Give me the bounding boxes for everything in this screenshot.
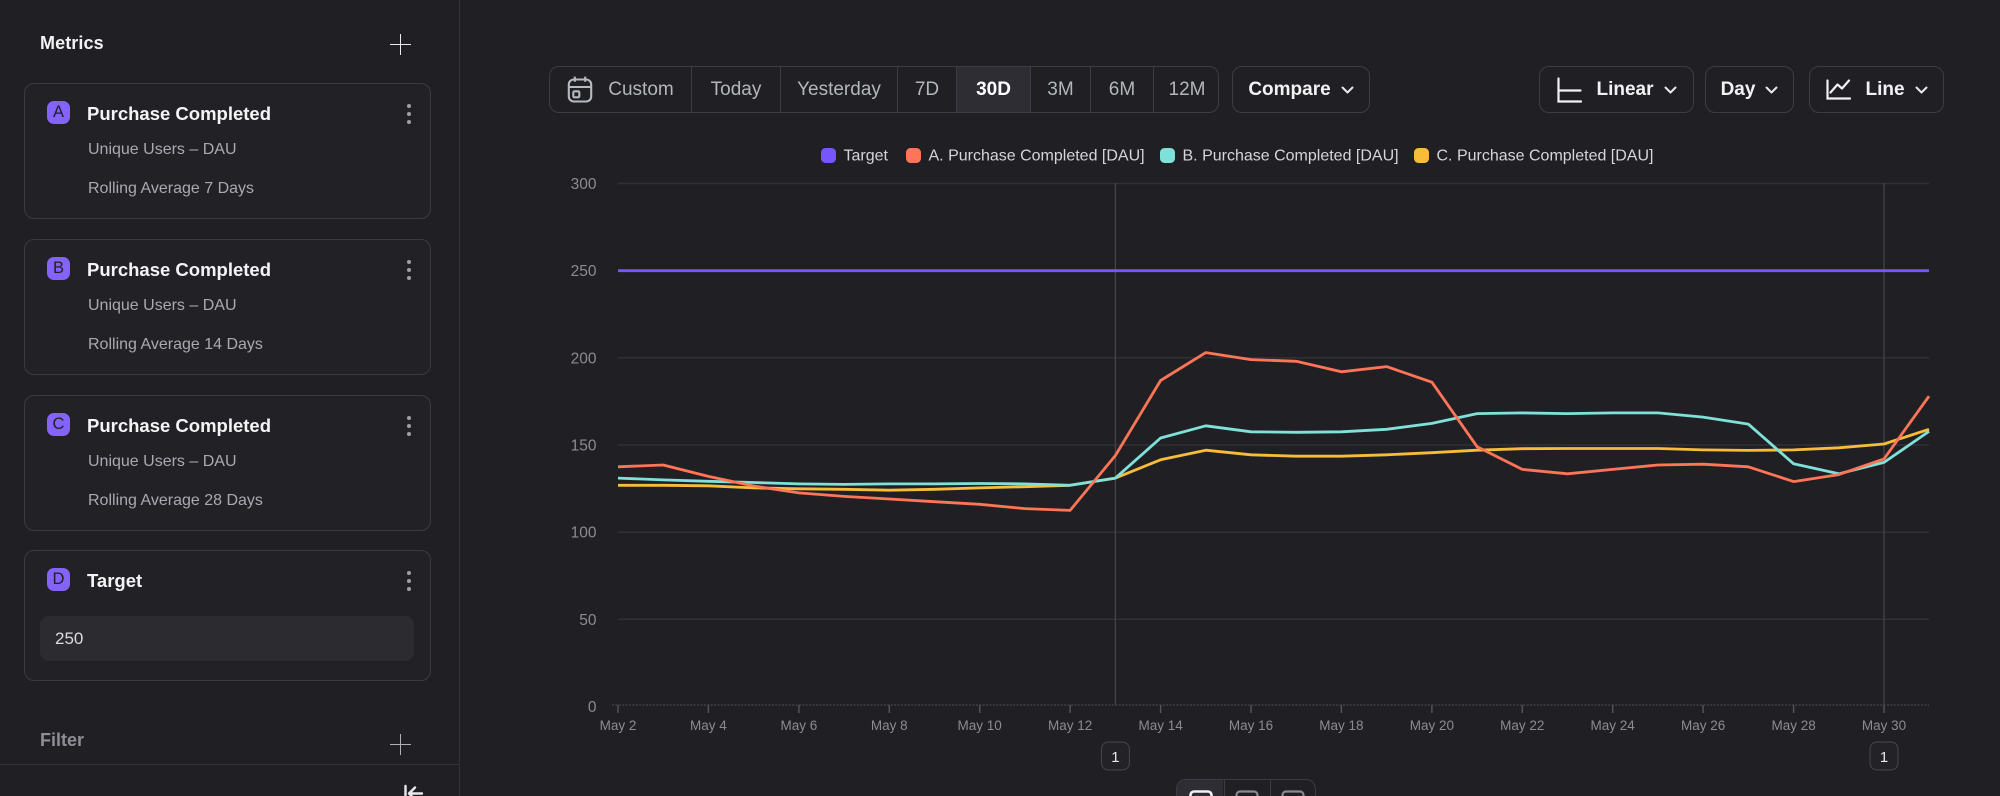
svg-text:May 18: May 18 [1319, 718, 1363, 733]
svg-text:150: 150 [571, 438, 597, 455]
svg-text:May 20: May 20 [1410, 718, 1454, 733]
svg-text:May 16: May 16 [1229, 718, 1273, 733]
svg-text:May 28: May 28 [1771, 718, 1815, 733]
svg-text:May 8: May 8 [871, 718, 908, 733]
svg-text:250: 250 [571, 263, 597, 280]
svg-text:May 24: May 24 [1591, 718, 1636, 733]
svg-text:May 14: May 14 [1138, 718, 1183, 733]
svg-text:May 22: May 22 [1500, 718, 1544, 733]
svg-text:May 4: May 4 [690, 718, 727, 733]
svg-text:0: 0 [588, 699, 597, 716]
svg-text:200: 200 [571, 350, 597, 367]
svg-text:May 6: May 6 [781, 718, 818, 733]
svg-text:May 2: May 2 [600, 718, 637, 733]
svg-text:1: 1 [1880, 749, 1888, 766]
svg-text:May 26: May 26 [1681, 718, 1725, 733]
svg-text:50: 50 [579, 612, 597, 629]
svg-text:100: 100 [571, 525, 597, 542]
svg-text:May 30: May 30 [1862, 718, 1906, 733]
svg-text:300: 300 [571, 176, 597, 193]
svg-text:May 10: May 10 [958, 718, 1002, 733]
svg-text:1: 1 [1111, 749, 1119, 766]
svg-text:May 12: May 12 [1048, 718, 1092, 733]
